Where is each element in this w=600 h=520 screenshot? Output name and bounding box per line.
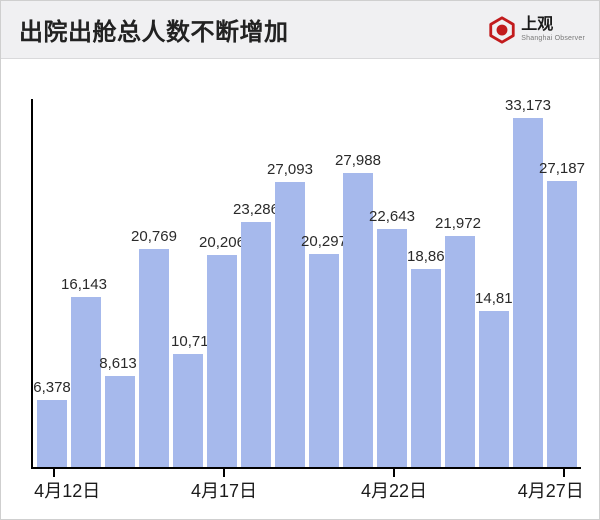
bar-value-label: 20,297 — [301, 233, 347, 250]
bar-wrap: 16,143 — [71, 99, 101, 467]
bar-wrap: 27,988 — [343, 99, 373, 467]
x-tick — [53, 469, 55, 477]
bar-wrap: 14,812 — [479, 99, 509, 467]
shangguan-icon — [487, 15, 517, 45]
bar-value-label: 21,972 — [435, 215, 481, 232]
bar-value-label: 27,187 — [539, 160, 585, 177]
bar — [241, 222, 271, 467]
bar — [377, 229, 407, 467]
chart-title: 出院出舱总人数不断增加 — [19, 12, 289, 47]
brand-logo: 上观 Shanghai Observer — [487, 15, 585, 45]
bar-wrap: 10,715 — [173, 99, 203, 467]
bar-value-label: 20,206 — [199, 234, 245, 251]
x-axis: 4月12日 4月17日 4月22日 4月27日 — [33, 469, 581, 509]
x-tick — [223, 469, 225, 477]
bar — [547, 181, 577, 467]
x-axis-label: 4月22日 — [361, 477, 427, 503]
x-tick — [563, 469, 565, 477]
x-axis-label: 4月27日 — [518, 477, 584, 503]
bar-wrap: 8,613 — [105, 99, 135, 467]
x-axis-label: 4月12日 — [34, 477, 100, 503]
bar-wrap: 23,286 — [241, 99, 271, 467]
bar — [139, 249, 169, 467]
brand-name-en: Shanghai Observer — [521, 35, 585, 42]
brand-text: 上观 Shanghai Observer — [521, 17, 585, 42]
bar-value-label: 23,286 — [233, 201, 279, 218]
bar-wrap: 20,206 — [207, 99, 237, 467]
bar-value-label: 27,988 — [335, 152, 381, 169]
bar — [411, 269, 441, 467]
bar — [173, 354, 203, 467]
bar — [37, 400, 67, 467]
bar — [309, 254, 339, 467]
chart-area: 6,37816,1438,61320,76910,71520,20623,286… — [1, 59, 599, 519]
bar-value-label: 16,143 — [61, 276, 107, 293]
chart-frame: 出院出舱总人数不断增加 上观 Shanghai Observer 6,37816… — [0, 0, 600, 520]
header-bar: 出院出舱总人数不断增加 上观 Shanghai Observer — [1, 1, 599, 59]
bar-plot: 6,37816,1438,61320,76910,71520,20623,286… — [31, 99, 581, 469]
bar — [71, 297, 101, 467]
bar-wrap: 33,173 — [513, 99, 543, 467]
brand-name-zh: 上观 — [521, 17, 585, 33]
x-axis-label: 4月17日 — [191, 477, 257, 503]
bar-wrap: 27,187 — [547, 99, 577, 467]
bar — [105, 376, 135, 467]
bar-value-label: 6,378 — [33, 379, 71, 396]
bar-value-label: 33,173 — [505, 97, 551, 114]
bar-value-label: 20,769 — [131, 228, 177, 245]
bar-value-label: 27,093 — [267, 161, 313, 178]
bar — [445, 236, 475, 467]
bar-wrap: 21,972 — [445, 99, 475, 467]
bar-wrap: 22,643 — [377, 99, 407, 467]
bar — [207, 255, 237, 467]
bar-value-label: 22,643 — [369, 208, 415, 225]
bar — [275, 182, 305, 467]
bar-value-label: 8,613 — [99, 355, 137, 372]
bar — [479, 311, 509, 467]
bar-wrap: 20,769 — [139, 99, 169, 467]
x-tick — [393, 469, 395, 477]
bar-wrap: 27,093 — [275, 99, 305, 467]
bar-wrap: 18,868 — [411, 99, 441, 467]
